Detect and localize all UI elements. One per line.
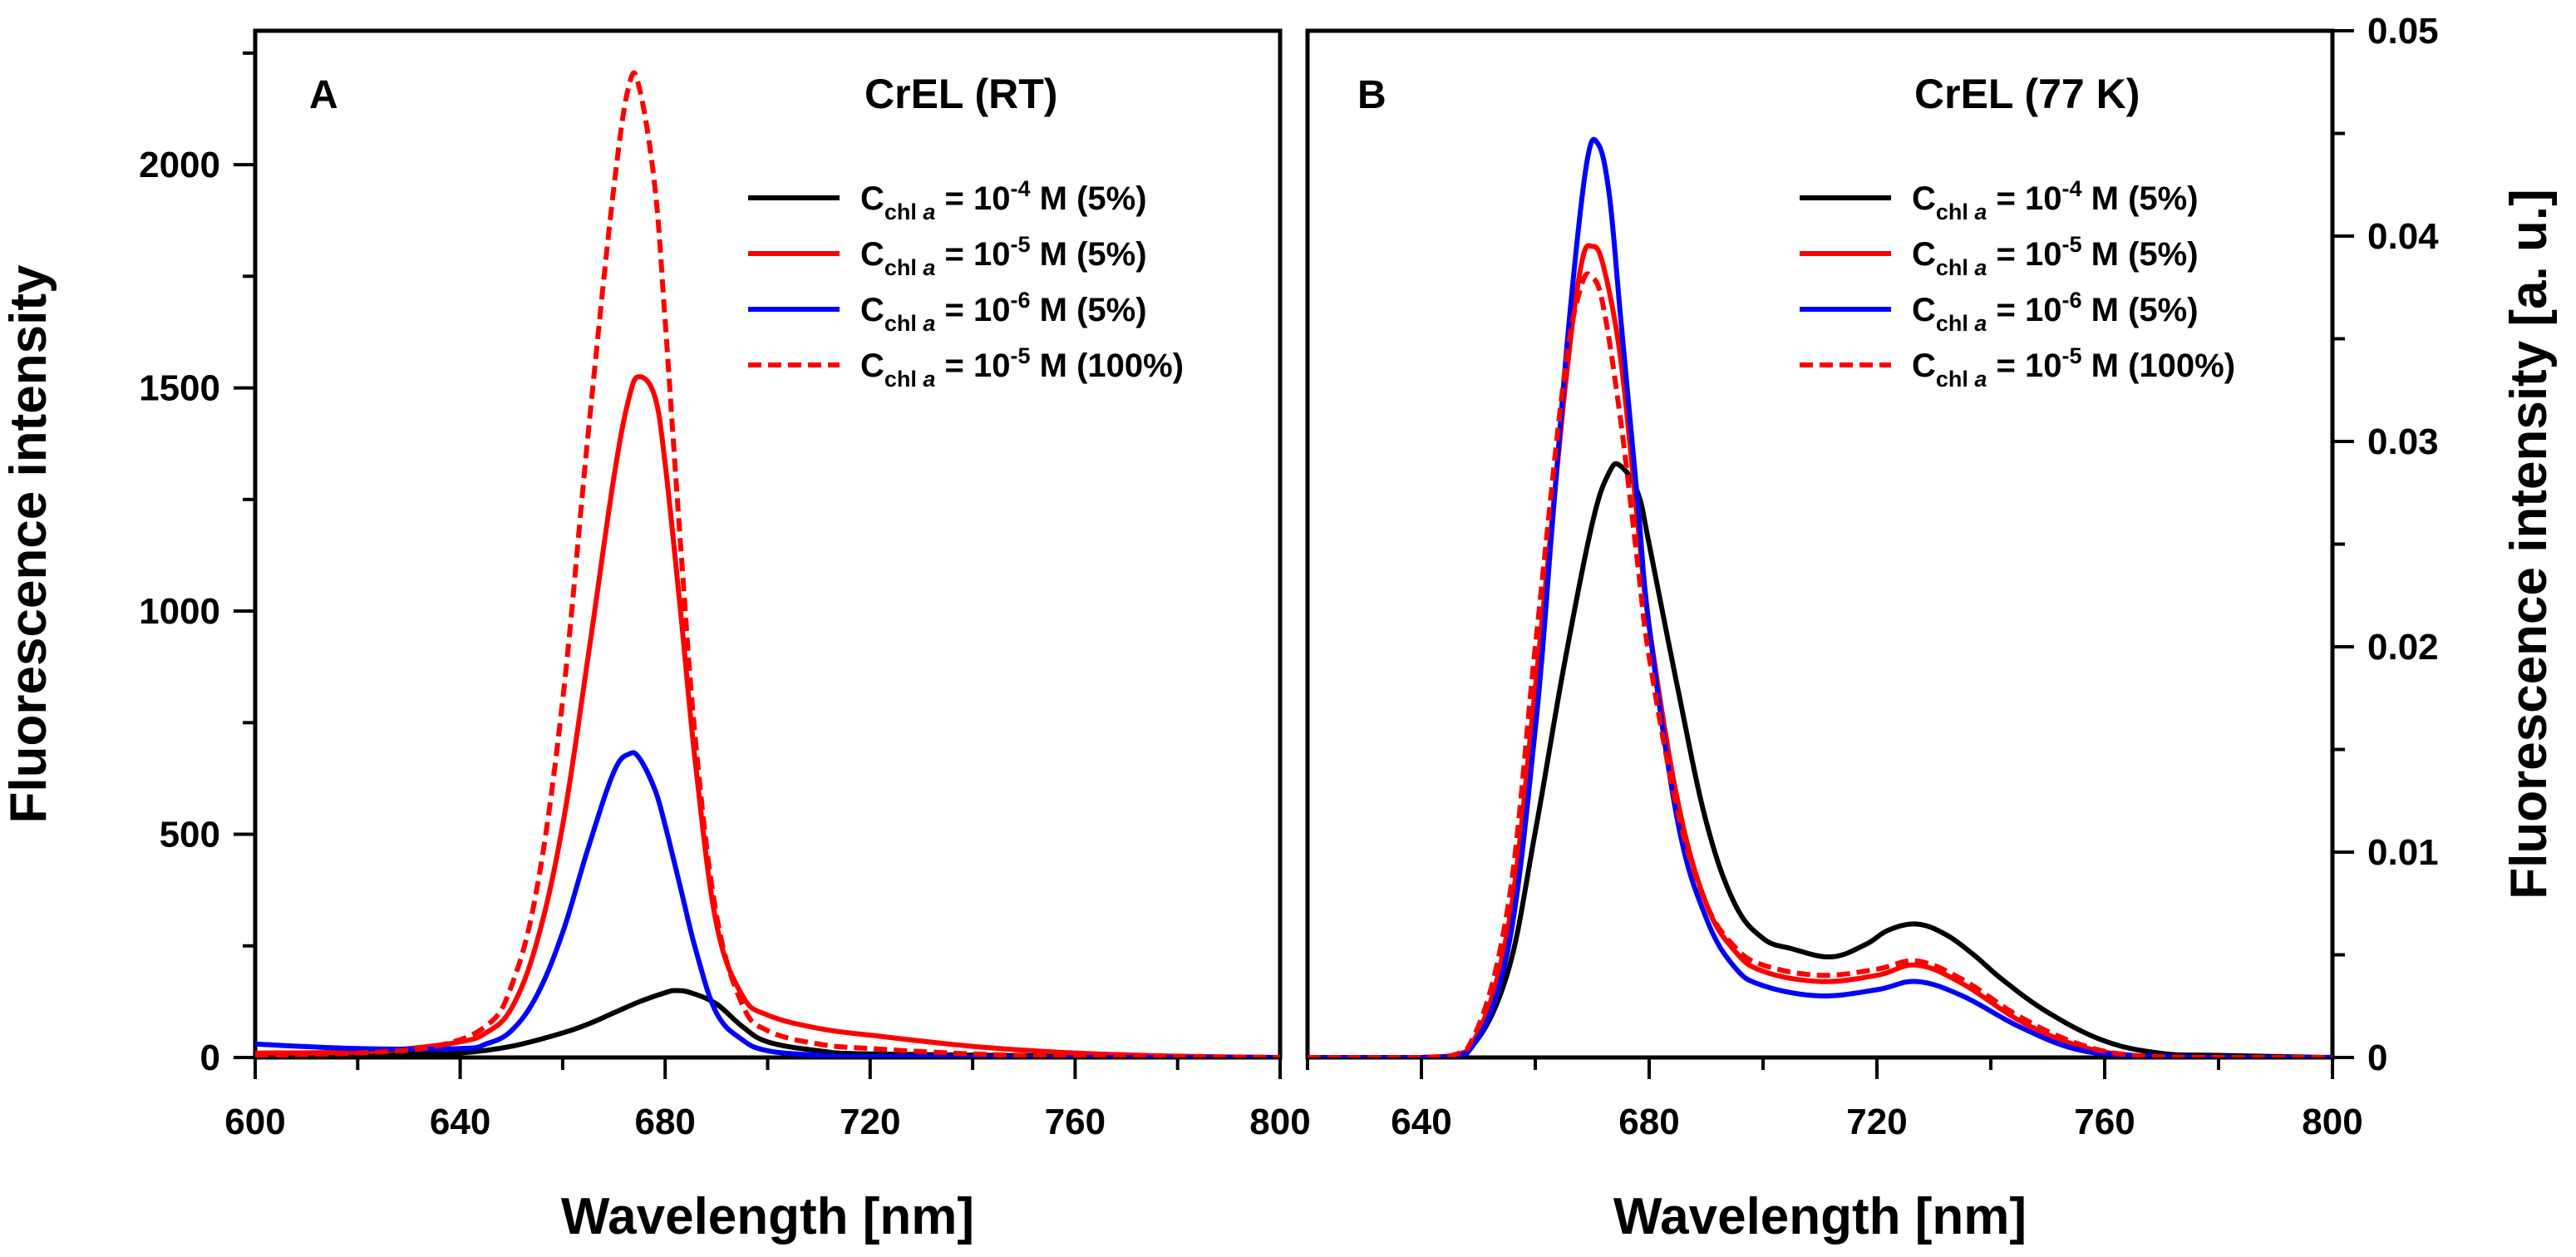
x-tick-label: 680 [634, 1102, 695, 1142]
y-tick-label: 0 [2367, 1038, 2387, 1078]
panel-letter: B [1357, 73, 1387, 117]
legend-label: Cchl a = 10-4 M (5%) [1912, 176, 2199, 224]
y-tick-label: 0 [200, 1038, 220, 1078]
legend-label: Cchl a = 10-5 M (5%) [860, 232, 1147, 280]
legend: Cchl a = 10-4 M (5%) Cchl a = 10-5 M (5%)… [748, 176, 1184, 392]
y-tick-label: 0.05 [2367, 11, 2439, 52]
x-tick-label: 760 [2074, 1102, 2135, 1142]
panel-title: CrEL (77 K) [1914, 71, 2140, 117]
x-tick-label: 640 [1391, 1102, 1451, 1142]
x-tick-label: 800 [2302, 1102, 2362, 1142]
legend-label: Cchl a = 10-5 M (100%) [860, 343, 1184, 392]
x-axis-title: Wavelength [nm] [1613, 1188, 2027, 1245]
y-tick-label: 2000 [139, 145, 220, 185]
x-tick-label: 800 [1249, 1102, 1310, 1142]
legend-label: Cchl a = 10-4 M (5%) [860, 176, 1147, 224]
y-axis-title: Fluorescence intensity [a. u.] [2500, 189, 2558, 899]
y-tick-label: 0.02 [2367, 627, 2439, 668]
series-line-3 [1308, 136, 2332, 1057]
x-axis-title: Wavelength [nm] [561, 1188, 974, 1245]
x-tick-label: 720 [840, 1102, 900, 1142]
series-line-1 [1308, 461, 2332, 1057]
y-tick-label: 0.04 [2367, 216, 2439, 257]
x-tick-label: 680 [1618, 1102, 1679, 1142]
legend-label: Cchl a = 10-5 M (5%) [1912, 232, 2199, 280]
y-tick-label: 0.03 [2367, 421, 2439, 462]
panel-letter: A [309, 73, 338, 117]
y-tick-label: 500 [160, 815, 220, 855]
x-tick-label: 720 [1846, 1102, 1907, 1142]
x-tick-label: 640 [430, 1102, 490, 1142]
x-tick-label: 600 [224, 1102, 285, 1142]
y-axis-title: Fluorescence intensity [0, 264, 57, 823]
series-line-4 [255, 70, 1280, 1057]
series-line-4 [1308, 271, 2332, 1057]
y-tick-label: 0.01 [2367, 832, 2439, 873]
legend-label: Cchl a = 10-6 M (5%) [1912, 288, 2199, 336]
panel-title: CrEL (RT) [864, 71, 1057, 117]
x-tick-label: 760 [1045, 1102, 1106, 1142]
y-tick-label: 1000 [139, 591, 220, 632]
legend-label: Cchl a = 10-5 M (100%) [1912, 343, 2235, 392]
series-line-2 [255, 374, 1280, 1057]
legend-label: Cchl a = 10-6 M (5%) [860, 288, 1147, 336]
legend: Cchl a = 10-4 M (5%) Cchl a = 10-5 M (5%)… [1800, 176, 2235, 392]
y-tick-label: 1500 [139, 368, 220, 409]
series-line-3 [255, 750, 1280, 1057]
panel-a: 600 640 680 720 760 800 0 500 1000 1500 2000 Wavele… [0, 28, 1311, 1245]
